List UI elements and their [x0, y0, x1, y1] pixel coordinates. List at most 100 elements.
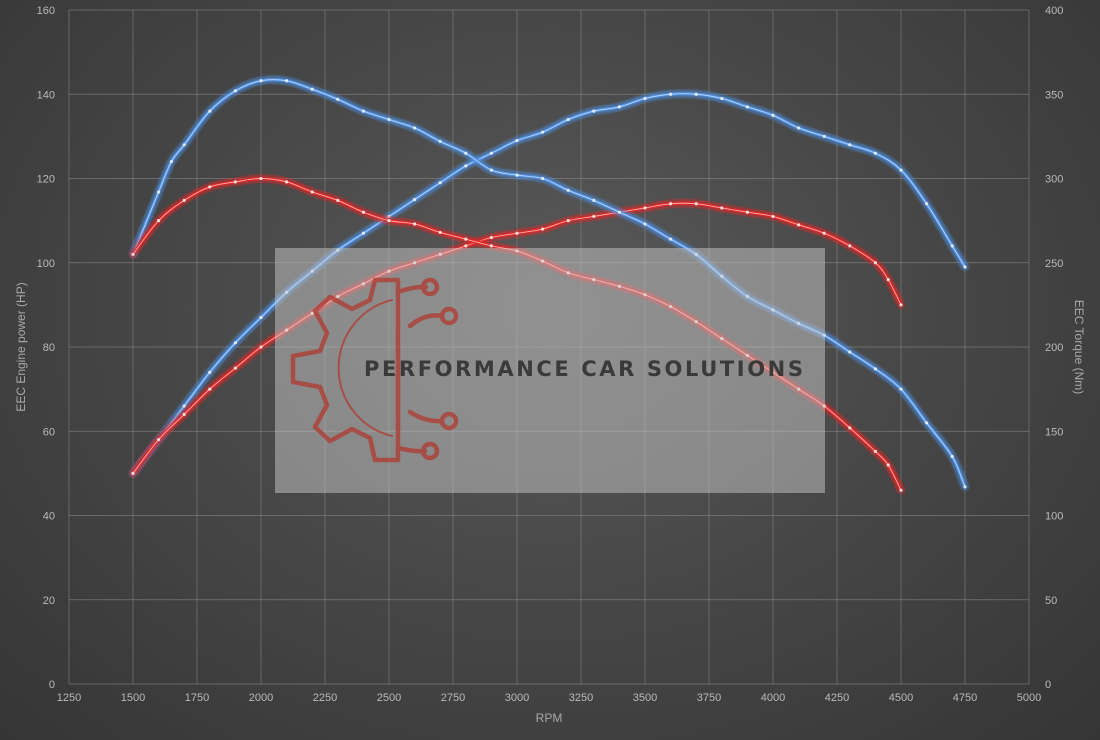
- data-point: [157, 190, 161, 194]
- data-point: [310, 87, 314, 91]
- x-axis-label: RPM: [536, 711, 563, 725]
- data-point: [336, 97, 340, 101]
- data-point: [643, 96, 647, 101]
- data-point: [259, 315, 263, 320]
- data-point: [899, 168, 903, 172]
- series-1: [128, 89, 970, 478]
- data-point: [413, 197, 417, 202]
- data-point: [489, 244, 493, 248]
- x-tick-label: 2750: [441, 692, 465, 704]
- left-tick-label: 80: [43, 342, 55, 354]
- data-point: [720, 206, 724, 210]
- right-tick-label: 200: [1045, 342, 1063, 354]
- data-point: [643, 206, 647, 210]
- data-point: [208, 370, 212, 374]
- data-point: [617, 210, 622, 214]
- data-point: [489, 168, 493, 172]
- left-axis-label: EEC Engine power (HP): [14, 282, 28, 411]
- data-point: [566, 219, 570, 223]
- data-point: [515, 173, 519, 177]
- data-point: [169, 160, 173, 164]
- data-point: [233, 180, 237, 184]
- data-point: [541, 176, 545, 181]
- right-tick-label: 0: [1045, 679, 1051, 691]
- data-point: [259, 345, 263, 349]
- x-tick-label: 4000: [761, 692, 785, 704]
- data-point: [797, 126, 801, 130]
- data-point: [899, 303, 903, 307]
- data-point: [157, 438, 161, 442]
- x-tick-label: 5000: [1017, 692, 1041, 704]
- data-point: [873, 151, 878, 155]
- data-point: [720, 96, 724, 101]
- data-point: [797, 223, 801, 227]
- data-point: [873, 449, 878, 454]
- gear-circuit-logo-icon: [290, 277, 459, 463]
- x-tick-label: 2250: [313, 692, 337, 704]
- data-point: [925, 421, 929, 425]
- series-2: [128, 198, 906, 478]
- left-tick-label: 160: [37, 5, 55, 17]
- series-highlight: [132, 93, 966, 474]
- data-point: [387, 214, 391, 219]
- watermark-panel: [275, 248, 825, 493]
- data-point: [208, 387, 212, 391]
- x-tick-label: 3250: [569, 692, 593, 704]
- data-point: [489, 235, 493, 240]
- data-point: [464, 164, 468, 168]
- x-tick-label: 4500: [889, 692, 913, 704]
- data-point: [566, 117, 570, 122]
- x-tick-label: 2000: [249, 692, 273, 704]
- data-point: [873, 367, 878, 371]
- x-tick-label: 3000: [505, 692, 529, 704]
- series-3: [128, 75, 970, 492]
- data-point: [157, 219, 161, 223]
- data-point: [285, 180, 289, 184]
- data-point: [182, 198, 186, 203]
- x-tick-label: 3750: [697, 692, 721, 704]
- data-point: [438, 230, 442, 235]
- data-point: [822, 231, 826, 235]
- data-point: [387, 219, 391, 223]
- data-point: [208, 109, 212, 113]
- x-tick-label: 3500: [633, 692, 657, 704]
- data-point: [745, 105, 750, 109]
- data-point: [541, 227, 545, 231]
- data-point: [387, 117, 391, 122]
- data-point: [464, 244, 468, 248]
- data-point: [182, 143, 186, 147]
- data-point: [566, 188, 570, 192]
- x-axis-ticks: 1250 1500 1750 2000 2250 2500 2750 3000 3250 3500…: [57, 692, 1041, 704]
- data-point: [963, 265, 967, 269]
- data-point: [182, 412, 186, 416]
- data-point: [310, 190, 314, 194]
- data-point: [848, 244, 852, 248]
- data-point: [259, 79, 263, 83]
- left-tick-label: 20: [43, 595, 55, 607]
- data-point: [464, 151, 468, 155]
- data-point: [515, 138, 519, 143]
- right-tick-label: 150: [1045, 426, 1063, 438]
- data-point: [963, 485, 967, 489]
- data-point: [848, 426, 852, 430]
- data-point: [438, 181, 442, 185]
- right-tick-label: 50: [1045, 595, 1057, 607]
- data-point: [361, 210, 365, 214]
- series-highlight: [132, 202, 902, 474]
- left-axis-ticks: 0 20 40 60 80 100 120 140 160: [37, 5, 55, 691]
- data-point: [131, 252, 135, 256]
- left-tick-label: 100: [37, 258, 55, 270]
- left-tick-label: 0: [49, 679, 55, 691]
- watermark-text: PERFORMANCE CAR SOLUTIONS: [364, 357, 806, 381]
- left-tick-label: 120: [37, 174, 55, 186]
- data-point: [669, 92, 673, 96]
- data-point: [233, 341, 237, 345]
- data-point: [771, 113, 775, 117]
- data-point: [413, 126, 417, 130]
- data-point: [899, 488, 903, 492]
- data-point: [259, 176, 263, 181]
- data-point: [413, 222, 417, 226]
- data-point: [233, 89, 237, 93]
- data-point: [822, 134, 826, 138]
- right-tick-label: 400: [1045, 5, 1063, 17]
